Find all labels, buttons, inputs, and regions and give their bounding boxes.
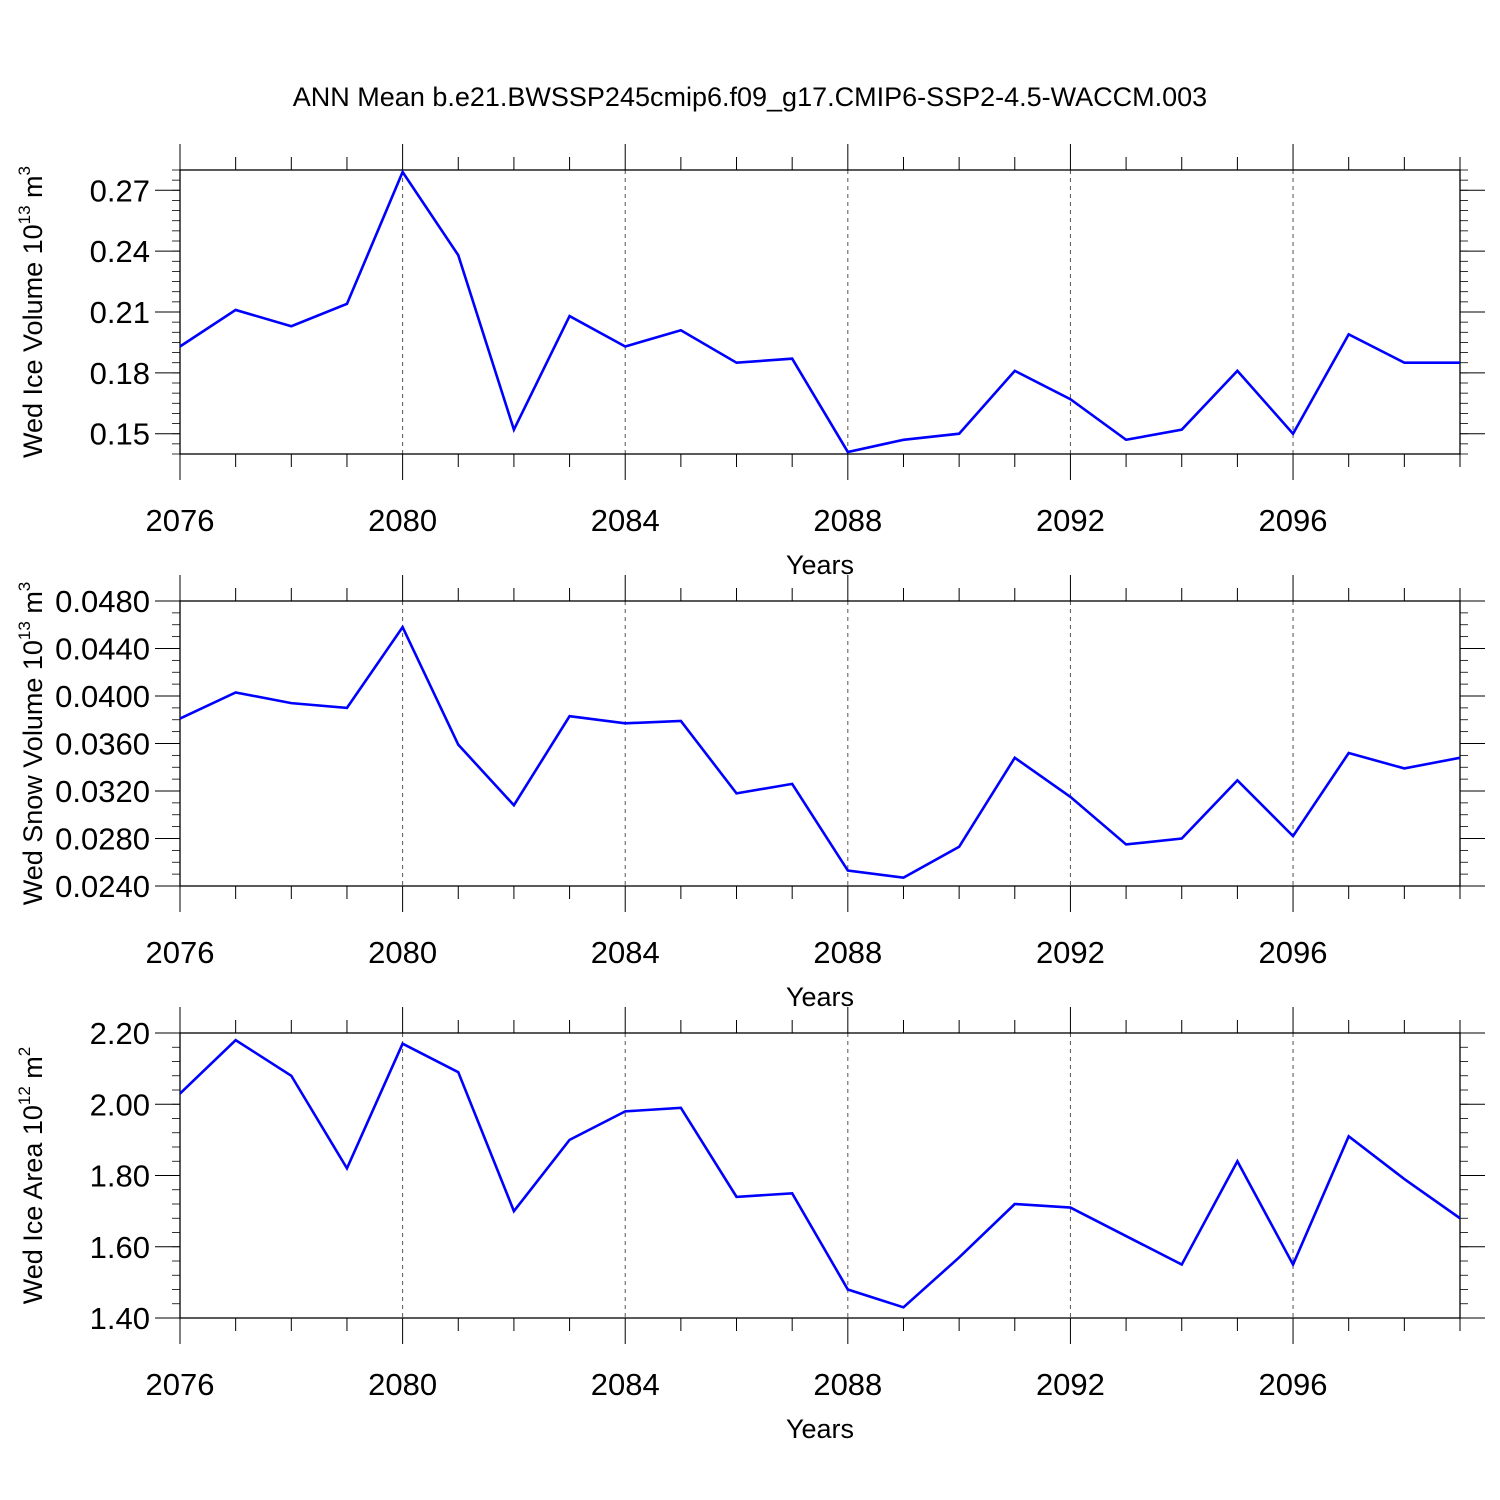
x-tick-label: 2092 bbox=[1036, 503, 1105, 538]
x-tick-label: 2080 bbox=[368, 503, 437, 538]
y-axis-label-text: Wed Ice Area 10 bbox=[18, 1105, 48, 1304]
y-tick-label: 0.0480 bbox=[55, 584, 150, 619]
x-tick-label: 2076 bbox=[146, 503, 215, 538]
y-tick-label: 0.27 bbox=[90, 173, 150, 208]
x-axis-label: Years bbox=[786, 550, 854, 580]
y-tick-label: 0.0280 bbox=[55, 822, 150, 857]
plot-frame bbox=[179, 169, 1461, 455]
y-tick-label: 0.0240 bbox=[55, 869, 150, 904]
x-tick-label: 2080 bbox=[368, 935, 437, 970]
panels: 0.15 0.18 0.21 0.24 0.27 2076 2080 2084 2088 2092… bbox=[15, 144, 1485, 1444]
y-axis-label-exponent: 12 bbox=[15, 1086, 34, 1105]
figure-title: ANN Mean b.e21.BWSSP245cmip6.f09_g17.CMI… bbox=[293, 82, 1207, 112]
y-tick-label: 1.80 bbox=[90, 1159, 150, 1194]
y-tick-label: 0.21 bbox=[90, 295, 150, 330]
y-axis-label-unit-exponent: 3 bbox=[15, 582, 34, 591]
x-tick-label: 2084 bbox=[591, 1367, 660, 1402]
y-tick-label: 0.18 bbox=[90, 356, 150, 391]
y-tick-label: 0.0320 bbox=[55, 774, 150, 809]
y-axis-label: Wed Ice Volume 1013 m3 bbox=[15, 166, 48, 458]
series-line bbox=[180, 169, 1460, 454]
x-tick-label: 2088 bbox=[813, 1367, 882, 1402]
x-tick-label: 2092 bbox=[1036, 1367, 1105, 1402]
series-line bbox=[180, 624, 1460, 880]
series-line bbox=[180, 1038, 1460, 1309]
y-tick-label: 2.00 bbox=[90, 1087, 150, 1122]
x-tick-label: 2076 bbox=[146, 935, 215, 970]
plot-frame bbox=[179, 1032, 1461, 1319]
x-tick-label: 2096 bbox=[1259, 1367, 1328, 1402]
y-tick-label: 2.20 bbox=[90, 1016, 150, 1051]
y-axis-label: Wed Snow Volume 1013 m3 bbox=[15, 582, 48, 906]
y-axis-label-unit-exponent: 3 bbox=[15, 166, 34, 175]
y-axis-label-exponent: 13 bbox=[15, 205, 34, 224]
y-tick-label: 1.60 bbox=[90, 1230, 150, 1265]
x-axis-label: Years bbox=[786, 1414, 854, 1444]
y-tick-label: 0.0400 bbox=[55, 679, 150, 714]
y-tick-label: 0.15 bbox=[90, 417, 150, 452]
x-axis-label: Years bbox=[786, 982, 854, 1012]
y-axis-label-exponent: 13 bbox=[15, 621, 34, 640]
x-tick-label: 2084 bbox=[591, 503, 660, 538]
y-tick-label: 0.0440 bbox=[55, 632, 150, 667]
panel-2: 0.0240 0.0280 0.0320 0.0360 0.0400 0.0440 0.04… bbox=[15, 575, 1485, 1012]
y-tick-label: 0.24 bbox=[90, 234, 150, 269]
panel-1: 0.15 0.18 0.21 0.24 0.27 2076 2080 2084 2088 2092… bbox=[15, 144, 1485, 580]
x-tick-label: 2088 bbox=[813, 935, 882, 970]
y-axis-label-unit-exponent: 2 bbox=[15, 1047, 34, 1056]
plot-frame bbox=[179, 600, 1461, 887]
y-axis-label: Wed Ice Area 1012 m2 bbox=[15, 1047, 48, 1305]
x-tick-label: 2076 bbox=[146, 1367, 215, 1402]
y-axis-label-text: Wed Ice Volume 10 bbox=[18, 224, 48, 458]
x-tick-label: 2096 bbox=[1259, 935, 1328, 970]
panel-3: 1.40 1.60 1.80 2.00 2.20 2076 2080 2084 2088 2092… bbox=[15, 1007, 1485, 1444]
y-axis-label-unit: m bbox=[18, 591, 48, 621]
x-tick-label: 2084 bbox=[591, 935, 660, 970]
x-tick-label: 2080 bbox=[368, 1367, 437, 1402]
y-axis-label-unit: m bbox=[18, 1056, 48, 1086]
y-tick-label: 1.40 bbox=[90, 1301, 150, 1336]
x-tick-label: 2096 bbox=[1259, 503, 1328, 538]
y-axis-label-text: Wed Snow Volume 10 bbox=[18, 640, 48, 905]
x-tick-label: 2088 bbox=[813, 503, 882, 538]
x-tick-label: 2092 bbox=[1036, 935, 1105, 970]
y-tick-label: 0.0360 bbox=[55, 727, 150, 762]
y-axis-label-unit: m bbox=[18, 175, 48, 205]
